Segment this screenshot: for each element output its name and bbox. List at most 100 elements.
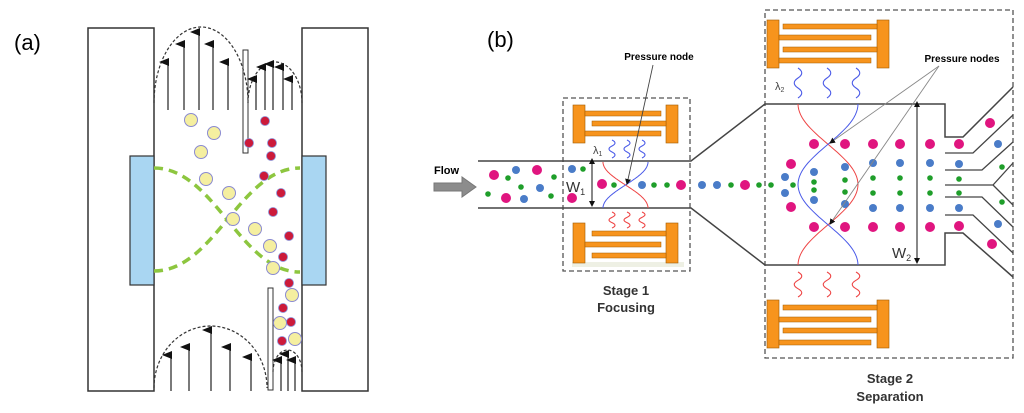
small-particle-green	[505, 175, 511, 181]
panel-a-label: (a)	[14, 30, 41, 55]
stage2-title: Stage 2	[867, 371, 913, 386]
stage1-title: Stage 1	[603, 283, 649, 298]
velocity-profile-top-left	[153, 26, 249, 104]
medium-particle-blue	[994, 140, 1002, 148]
large-particle-magenta	[489, 170, 499, 180]
outlet-divider	[945, 196, 1014, 228]
small-particle-green	[999, 199, 1005, 205]
large-particle	[199, 172, 213, 186]
stage2-standing-wave-blue	[797, 103, 859, 266]
stage1-bottom-idt-right-bus	[665, 222, 679, 264]
small-particle-green	[485, 191, 491, 197]
acoustic-waves	[602, 67, 861, 298]
large-particle-magenta	[809, 222, 819, 232]
large-particle-magenta	[786, 202, 796, 212]
w2-main: W	[892, 245, 907, 262]
small-particle-green	[728, 182, 734, 188]
pressure-nodes-pointer-bottom	[829, 65, 940, 225]
large-particle	[273, 316, 287, 330]
large-particle	[184, 113, 198, 127]
large-particle-magenta	[532, 165, 542, 175]
channel-top-wall	[478, 86, 1014, 162]
small-particle	[267, 138, 277, 148]
small-particle-green	[756, 182, 762, 188]
small-particle	[284, 231, 294, 241]
large-particle	[285, 288, 299, 302]
stage1-box	[562, 97, 691, 272]
outlet-divider	[945, 214, 1014, 254]
stage1-bottom-idt-finger	[584, 241, 662, 248]
stage2-bottom-idt-left-bus	[766, 299, 780, 349]
small-particle-green	[551, 174, 557, 180]
large-particle-magenta	[840, 222, 850, 232]
stage2-incident-wave-top	[822, 67, 832, 99]
stage1-top-idt-left-bus	[572, 104, 586, 144]
medium-particle-blue	[810, 196, 818, 204]
stage1-substrate-shade	[572, 262, 684, 267]
large-particle-magenta	[895, 222, 905, 232]
transducers	[572, 19, 890, 349]
left-electrode	[129, 155, 155, 286]
stage1-incident-wave-top	[608, 139, 616, 159]
large-particle-magenta	[809, 139, 819, 149]
outlet-divider	[945, 114, 1014, 154]
stage2-top-idt-finger	[782, 23, 878, 30]
medium-particle-blue	[896, 204, 904, 212]
stage2-incident-wave-top	[851, 67, 861, 99]
lambda2-main: λ	[775, 81, 781, 93]
stage1-incident-wave-bottom	[623, 211, 631, 229]
medium-particle-blue	[781, 173, 789, 181]
stage2-incident-wave-bottom	[822, 271, 832, 298]
large-particle-magenta	[954, 139, 964, 149]
small-particle-green	[518, 184, 524, 190]
stage2-top-idt-finger	[778, 57, 872, 64]
stage1-top-idt-right-bus	[665, 104, 679, 144]
pressure-node-pointer	[625, 64, 654, 185]
medium-particle-blue	[698, 181, 706, 189]
medium-particle-blue	[810, 168, 818, 176]
stage2-top-idt-left-bus	[766, 19, 780, 69]
stage2-standing-wave-red	[797, 103, 859, 266]
stage1-bottom-idt-finger	[591, 230, 667, 237]
pressure-node-label: Pressure node	[624, 52, 694, 63]
medium-particle-blue	[781, 189, 789, 197]
large-particle-magenta	[840, 139, 850, 149]
stage1-incident-wave-bottom	[608, 211, 616, 229]
large-particle-magenta	[925, 222, 935, 232]
small-particle-green	[811, 187, 817, 193]
large-particle	[288, 332, 302, 346]
flow-arrows	[159, 28, 296, 391]
w2-label: W2	[892, 245, 911, 263]
small-particle-green	[548, 193, 554, 199]
stage1-subtitle: Focusing	[597, 300, 655, 315]
large-particle	[226, 212, 240, 226]
small-particle-green	[842, 177, 848, 183]
w2-sub: 2	[906, 253, 911, 263]
medium-particle-blue	[869, 204, 877, 212]
small-particle-green	[651, 182, 657, 188]
small-particle-green	[580, 166, 586, 172]
particles	[485, 118, 1005, 249]
small-particle-green	[811, 179, 817, 185]
lambda2-sub: 2	[781, 87, 785, 94]
small-particle-green	[611, 182, 617, 188]
stage1-standing-wave-blue	[602, 162, 649, 208]
lambda1-sub: 1	[599, 151, 603, 158]
medium-particle-blue	[955, 204, 963, 212]
stage2-top-idt-finger	[778, 34, 872, 41]
w1-main: W	[566, 179, 581, 196]
w1-label: W1	[566, 179, 585, 197]
small-particle	[244, 138, 254, 148]
small-particle-green	[870, 190, 876, 196]
stage1-incident-wave-top	[638, 139, 646, 159]
medium-particle-blue	[926, 159, 934, 167]
medium-particle-blue	[713, 181, 721, 189]
large-particle	[222, 186, 236, 200]
outlet-branches	[945, 114, 1014, 254]
w1-sub: 1	[580, 187, 585, 197]
stage2-top-idt-finger	[782, 46, 878, 53]
stage2-subtitle: Separation	[856, 389, 923, 404]
channel-bottom-wall	[478, 207, 1014, 278]
large-particle	[248, 222, 262, 236]
